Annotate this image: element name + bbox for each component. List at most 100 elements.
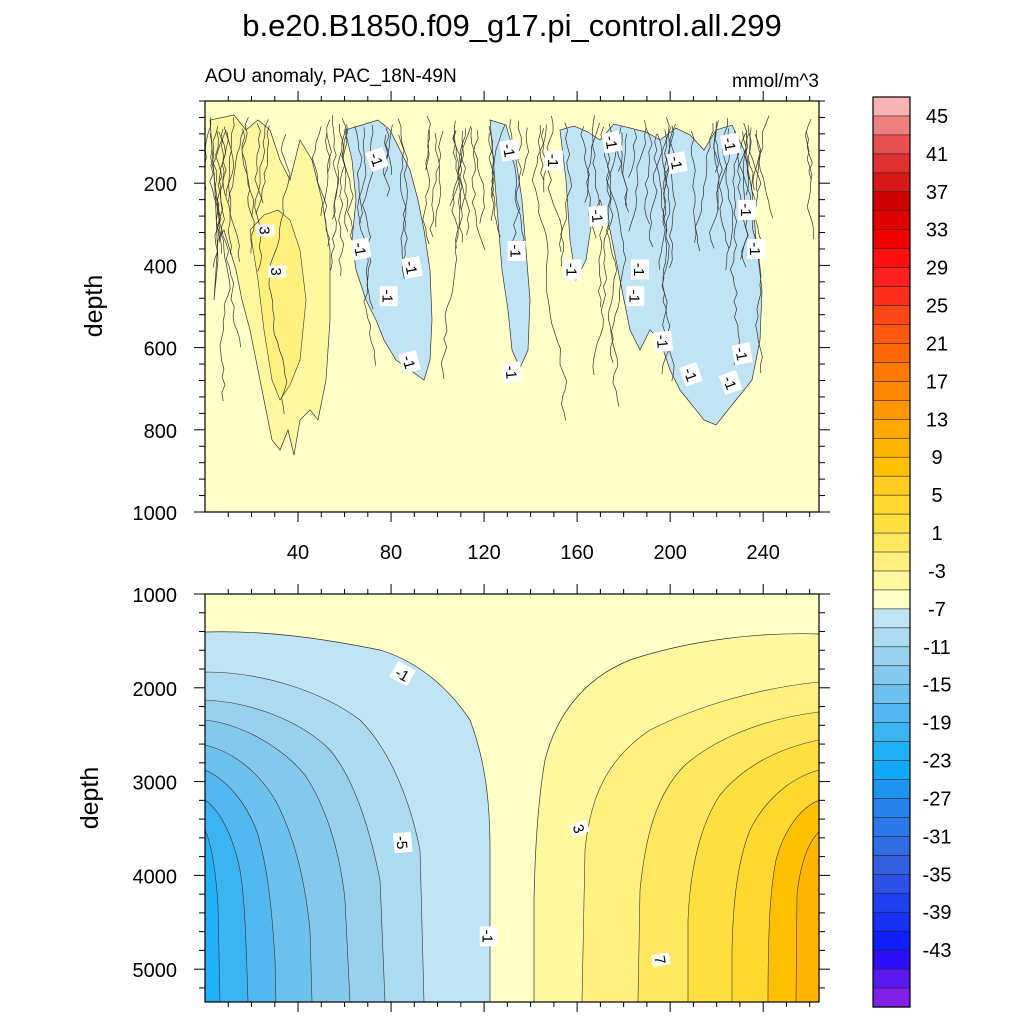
texture-isoline [241, 117, 255, 254]
contour-label: -1 [625, 286, 645, 307]
texture-isoline [730, 133, 746, 366]
colorbar-swatch [872, 911, 911, 932]
texture-isoline [471, 130, 486, 251]
colorbar-swatch [872, 172, 911, 193]
contour-label: -1 [731, 342, 753, 366]
texture-isoline [742, 131, 750, 180]
colorbar-label: -31 [923, 826, 952, 848]
texture-isoline [217, 128, 231, 401]
colorbar-label: 1 [931, 523, 942, 545]
upper-x-tick-labels: 40 80 120 160 200 240 [287, 542, 780, 564]
colorbar-swatch [872, 855, 911, 875]
upper-contour-texture [205, 115, 815, 421]
contour-label: -1 [379, 286, 398, 307]
texture-isoline [669, 123, 676, 269]
colorbar-label: -39 [923, 902, 952, 924]
contour-label: -1 [389, 660, 416, 687]
colorbar-swatch [872, 418, 911, 439]
colorbar-swatch [872, 494, 911, 515]
contour-label-text: -5 [392, 835, 410, 850]
texture-isoline [546, 115, 563, 253]
contour-label-text: -1 [501, 365, 519, 380]
colorbar-label: -15 [923, 675, 952, 697]
texture-isoline [560, 122, 572, 267]
contour-label-text: -1 [350, 241, 369, 257]
colorbar-swatch [872, 248, 911, 269]
colorbar-swatch [872, 343, 911, 364]
contour-label-text: -1 [737, 203, 754, 216]
texture-isoline [383, 128, 390, 177]
contour-label: -1 [720, 132, 742, 156]
texture-isoline [311, 126, 330, 247]
colorbar-swatch [872, 817, 911, 837]
lower-ylabel: depth [76, 767, 104, 830]
colorbar-swatch [872, 532, 911, 553]
colorbar-swatch [872, 608, 911, 629]
colorbar-swatch [872, 987, 911, 1008]
texture-isoline [658, 125, 674, 270]
colorbar-swatch [872, 570, 911, 591]
texture-isoline [752, 115, 770, 260]
texture-isoline [521, 127, 529, 176]
texture-isoline [255, 125, 270, 214]
contour-label-text: -1 [544, 154, 561, 167]
texture-isoline [254, 119, 269, 272]
contour-label: 3 [255, 224, 275, 237]
texture-isoline [628, 127, 647, 232]
colorbar-swatch [872, 210, 911, 231]
colorbar-label: -27 [923, 788, 952, 810]
colorbar-label: 17 [926, 371, 948, 393]
texture-isoline [339, 123, 357, 253]
texture-isoline [644, 120, 653, 225]
contour-label: -1 [630, 259, 649, 280]
contour-label-text: -1 [562, 263, 579, 276]
colorbar-label: 25 [926, 296, 948, 318]
colorbar-label: -35 [923, 864, 952, 886]
colorbar-swatch [872, 513, 911, 534]
texture-isoline [212, 131, 223, 268]
texture-isoline [455, 128, 467, 249]
texture-isoline [452, 130, 463, 243]
texture-isoline [662, 129, 670, 226]
colorbar-swatch [872, 362, 911, 382]
contour-label: -1 [737, 199, 756, 220]
texture-isoline [649, 126, 672, 248]
contour-label-text: -1 [630, 263, 647, 276]
y-tick-label: 400 [144, 256, 177, 278]
contour-label: -1 [499, 138, 521, 162]
units-label: mmol/m^3 [732, 71, 819, 92]
texture-isoline [440, 130, 464, 380]
y-tick-label: 800 [144, 421, 177, 443]
texture-isoline [622, 133, 628, 206]
contour-label: -1 [507, 241, 526, 262]
contour-label-text: -1 [601, 134, 620, 150]
colorbar-label: -11 [923, 637, 950, 659]
contour-label-text: -1 [401, 260, 420, 276]
colorbar-swatch [872, 892, 911, 913]
colorbar-swatch [872, 665, 911, 686]
texture-isoline [330, 118, 346, 271]
colorbar-swatch [872, 305, 911, 326]
contour-label: -1 [501, 361, 522, 384]
texture-isoline [209, 125, 223, 254]
colorbar-label: 21 [926, 333, 948, 355]
x-tick-label: 240 [746, 542, 779, 564]
x-tick-label: 200 [653, 542, 686, 564]
texture-isoline [713, 120, 730, 249]
x-tick-label: 120 [467, 542, 500, 564]
colorbar-swatch [872, 779, 911, 800]
contour-label: -1 [679, 361, 703, 387]
colorbar-swatch [872, 836, 911, 856]
contour-label-text: -1 [507, 244, 524, 257]
contour-label-text: -1 [365, 151, 386, 169]
colorbar-label: 9 [931, 447, 942, 469]
lower-cool-band-8 [205, 829, 221, 1002]
colorbar-label: 5 [931, 485, 942, 507]
chart-title: b.e20.B1850.f09_g17.pi_control.all.299 [242, 8, 782, 43]
texture-isoline [805, 118, 815, 240]
texture-isoline [225, 117, 240, 262]
contour-label: -1 [398, 349, 421, 374]
colorbar-label: -3 [928, 561, 946, 583]
texture-isoline [512, 120, 522, 241]
